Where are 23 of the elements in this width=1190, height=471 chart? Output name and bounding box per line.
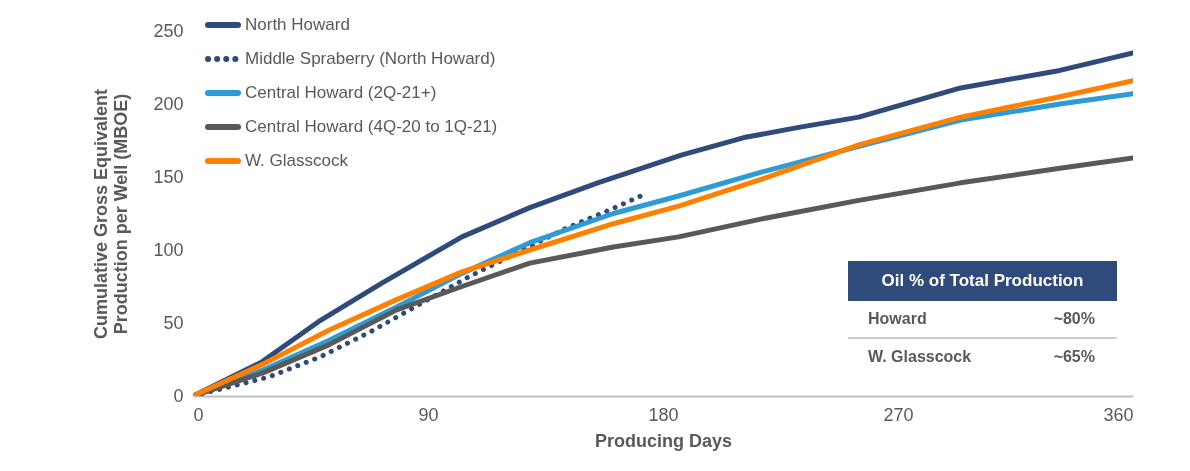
annotation: W. Glasscock	[868, 348, 972, 366]
x-tick-label: 270	[883, 404, 914, 425]
y-tick-label: 250	[153, 20, 184, 41]
y-tick-label: 0	[173, 385, 184, 406]
x-tick-label: 360	[1103, 404, 1134, 425]
legend-label: Central Howard (2Q-21+)	[245, 83, 437, 102]
x-tick-label: 0	[193, 404, 204, 425]
y-tick-label: 100	[153, 239, 184, 260]
annotation: ~80%	[1053, 310, 1095, 328]
legend-label: North Howard	[245, 15, 350, 34]
legend-label: Middle Spraberry (North Howard)	[245, 49, 496, 68]
annotation: Howard	[868, 310, 927, 328]
legend-label: Central Howard (4Q-20 to 1Q-21)	[245, 117, 498, 136]
y-axis-title: Cumulative Gross Equivalent Production per Well (MBOE)	[91, 88, 132, 340]
y-tick-label: 200	[153, 93, 184, 114]
y-tick-label: 150	[153, 166, 184, 187]
legend-label: W. Glasscock	[245, 151, 349, 170]
annotation: ~65%	[1053, 348, 1095, 366]
x-tick-label: 90	[418, 404, 439, 425]
y-tick-label: 50	[163, 312, 184, 333]
x-tick-label: 180	[648, 404, 679, 425]
x-axis-title: Producing Days	[594, 430, 733, 451]
table-header: Oil % of Total Production	[848, 261, 1117, 301]
